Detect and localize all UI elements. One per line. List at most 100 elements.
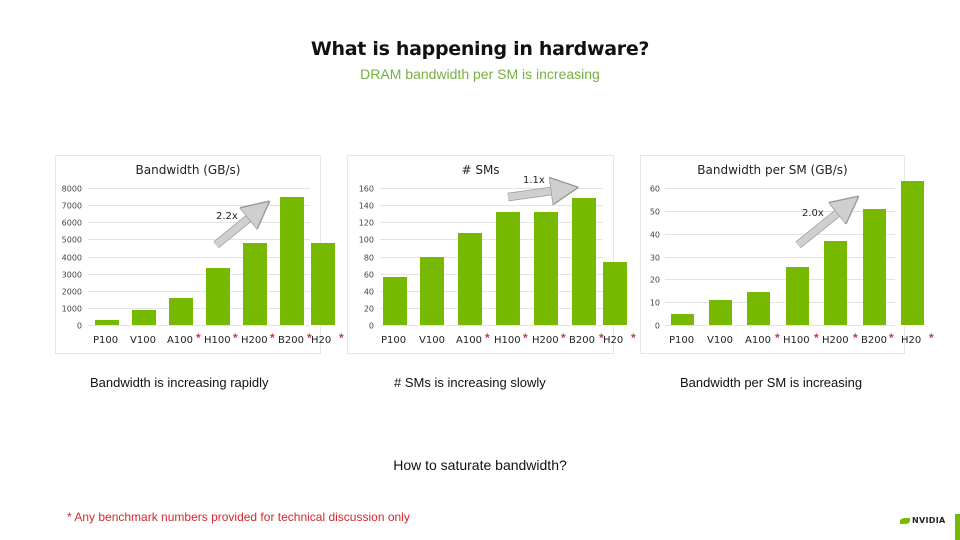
gridline (380, 205, 603, 207)
x-tick-label: A100 (745, 335, 771, 346)
asterisk-marker: * (853, 331, 858, 345)
gridline (665, 233, 895, 235)
question-text: How to saturate bandwidth? (393, 457, 567, 473)
bar-h200 (243, 242, 267, 325)
y-tick-label: 60 (649, 184, 660, 194)
bar-a100 (458, 232, 482, 325)
bar-p100 (383, 277, 407, 325)
x-tick-label: V100 (707, 335, 733, 346)
gridline (665, 188, 895, 189)
gridline (380, 256, 603, 258)
y-tick-label: 2000 (61, 287, 82, 297)
x-tick-label: B200 (278, 335, 304, 346)
caption-bandwidth: Bandwidth is increasing rapidly (90, 375, 269, 390)
asterisk-marker: * (339, 331, 344, 345)
y-tick-label: 60 (363, 270, 374, 280)
x-tick-label: H200 (532, 335, 559, 346)
gridline (88, 290, 310, 292)
x-tick-label: P100 (669, 335, 695, 346)
x-tick-label: H100 (783, 335, 810, 346)
y-tick-label: 120 (358, 218, 374, 228)
x-tick-label: H20 (603, 335, 624, 346)
chart-title: Bandwidth per SM (GB/s) (697, 163, 848, 177)
x-tick-label: A100 (456, 335, 482, 346)
asterisk-marker: * (775, 331, 780, 345)
gridline (665, 302, 895, 304)
asterisk-marker: * (196, 331, 201, 345)
growth-multiplier: 2.0x (802, 208, 824, 219)
y-tick-label: 0 (368, 321, 374, 331)
gridline (665, 279, 895, 281)
gridline (88, 307, 310, 309)
asterisk-marker: * (307, 331, 312, 345)
bar-v100 (709, 299, 732, 325)
y-tick-label: 3000 (61, 270, 82, 280)
gridline (380, 239, 603, 241)
y-tick-label: 80 (363, 253, 374, 262)
gridline (88, 256, 310, 258)
x-tick-label: H200 (241, 335, 268, 346)
y-tick-label: 100 (358, 235, 374, 245)
growth-multiplier: 1.1x (523, 175, 545, 186)
y-tick-label: 0 (654, 321, 660, 331)
growth-multiplier: 2.2x (216, 211, 238, 222)
asterisk-marker: * (631, 331, 636, 345)
bar-h200 (534, 211, 558, 325)
gridline (88, 205, 310, 207)
gridline (88, 273, 310, 275)
nvidia-logo: NVIDIA (900, 516, 945, 525)
y-tick-label: 1000 (61, 304, 82, 314)
y-tick-label: 40 (649, 230, 660, 240)
bar-b200 (572, 198, 596, 325)
asterisk-marker: * (561, 331, 566, 345)
bar-h100 (206, 267, 230, 325)
bar-h100 (786, 267, 809, 325)
gridline (88, 222, 310, 224)
y-tick-label: 8000 (61, 184, 82, 194)
bar-v100 (132, 309, 156, 325)
gridline (380, 273, 603, 275)
x-tick-label: A100 (167, 335, 193, 346)
chart-title: # SMs (461, 163, 500, 177)
asterisk-marker: * (270, 331, 275, 345)
gridline (665, 256, 895, 258)
bar-p100 (671, 313, 694, 325)
bar-b200 (863, 209, 886, 325)
bar-h200 (824, 240, 847, 325)
x-tick-label: H100 (204, 335, 231, 346)
gridline (665, 210, 895, 212)
y-tick-label: 20 (649, 275, 660, 285)
slide-subtitle: DRAM bandwidth per SM is increasing (360, 66, 600, 82)
asterisk-marker: * (233, 331, 238, 345)
x-tick-label: H20 (901, 335, 922, 346)
gridline (88, 239, 310, 241)
asterisk-marker: * (523, 331, 528, 345)
x-tick-label: H100 (494, 335, 521, 346)
gridline (380, 325, 603, 326)
slide-title: What is happening in hardware? (310, 38, 650, 60)
disclaimer-text: * Any benchmark numbers provided for tec… (67, 510, 410, 524)
asterisk-marker: * (814, 331, 819, 345)
y-tick-label: 160 (358, 184, 374, 194)
x-tick-label: V100 (130, 335, 156, 346)
asterisk-marker: * (889, 331, 894, 345)
y-tick-label: 4000 (61, 253, 82, 262)
x-tick-label: B200 (569, 335, 595, 346)
x-tick-label: P100 (93, 335, 119, 346)
nvidia-eye-icon (900, 517, 910, 524)
x-tick-label: B200 (861, 335, 887, 346)
y-tick-label: 30 (649, 253, 660, 262)
y-tick-label: 140 (358, 201, 374, 211)
y-tick-label: 5000 (61, 235, 82, 245)
gridline (380, 290, 603, 292)
y-tick-label: 10 (649, 298, 660, 308)
caption-sms: # SMs is increasing slowly (394, 375, 546, 390)
gridline (380, 188, 603, 189)
y-tick-label: 50 (649, 207, 660, 217)
bar-p100 (95, 319, 119, 325)
bar-h20 (311, 242, 335, 325)
bar-h20 (603, 262, 627, 325)
y-tick-label: 0 (76, 321, 82, 331)
asterisk-marker: * (485, 331, 490, 345)
chart-title: Bandwidth (GB/s) (135, 163, 241, 177)
